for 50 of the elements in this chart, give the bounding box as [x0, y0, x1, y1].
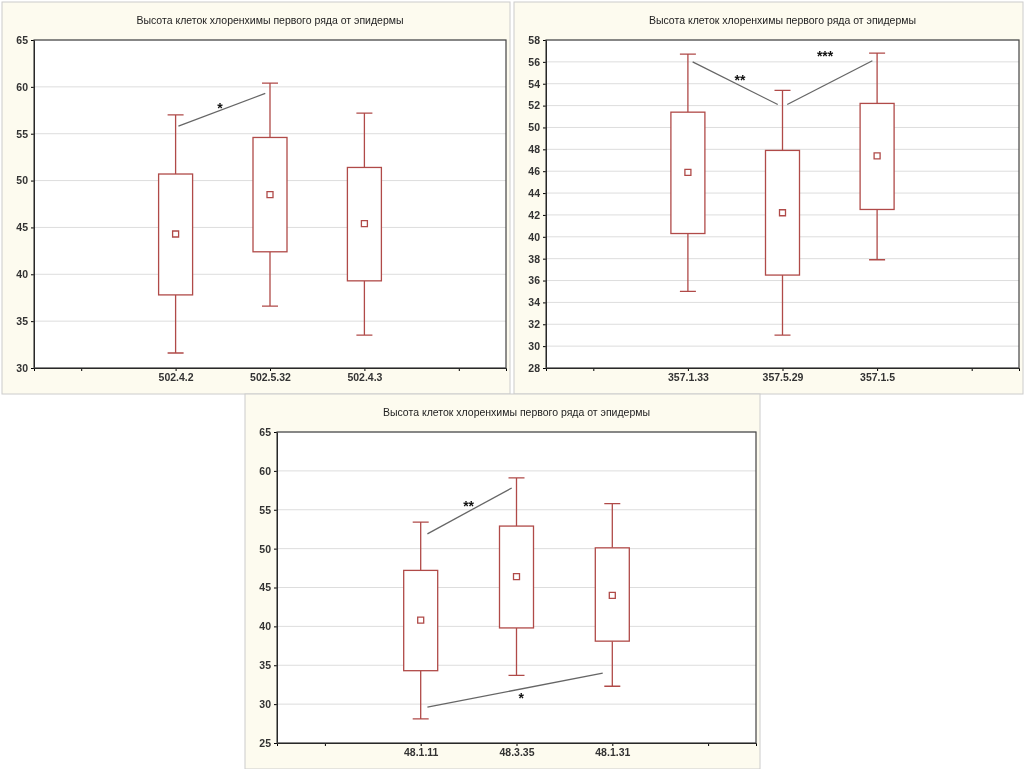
annotation: *** [816, 48, 834, 65]
y-tick-label: 34 [528, 296, 541, 309]
annotation: ** [463, 498, 475, 515]
y-tick-label: 40 [528, 230, 541, 243]
y-tick-label: 58 [528, 33, 541, 46]
y-tick-label: 36 [528, 274, 541, 287]
y-tick-label: 40 [259, 620, 272, 633]
y-tick-label: 25 [259, 736, 272, 749]
x-tick-label: 357.1.33 [667, 371, 709, 384]
y-tick-label: 35 [16, 315, 29, 327]
y-tick-label: 30 [16, 361, 29, 374]
y-tick-label: 28 [528, 361, 541, 374]
y-tick-label: 40 [16, 268, 29, 281]
y-tick-label: 35 [259, 659, 272, 672]
y-tick-label: 60 [16, 80, 29, 93]
y-tick-label: 44 [528, 186, 541, 199]
y-tick-label: 55 [16, 127, 29, 140]
x-tick-label: 502.5.32 [250, 371, 292, 384]
y-tick-label: 60 [259, 464, 272, 477]
x-tick-label: 48.3.35 [499, 746, 535, 759]
y-tick-label: 50 [528, 121, 541, 134]
y-tick-label: 52 [528, 99, 541, 112]
x-tick-label: 357.1.5 [860, 371, 896, 384]
y-tick-label: 32 [528, 318, 541, 331]
y-tick-label: 48 [528, 143, 541, 156]
chart-title: Высота клеток хлоренхимы первого ряда от эпидермы [648, 14, 917, 26]
y-tick-label: 46 [528, 165, 541, 178]
x-tick-label: 357.5.29 [762, 371, 804, 384]
y-tick-label: 54 [528, 77, 541, 90]
y-tick-label: 45 [259, 581, 272, 594]
x-tick-label: 502.4.3 [347, 371, 383, 384]
x-tick-label: 48.1.31 [595, 746, 631, 759]
y-tick-label: 65 [259, 425, 272, 438]
y-tick-label: 42 [528, 208, 541, 221]
y-tick-label: 65 [16, 33, 29, 46]
annotation: ** [734, 72, 746, 89]
x-tick-label: 48.1.11 [403, 746, 439, 759]
y-tick-label: 50 [259, 542, 272, 555]
y-tick-label: 50 [16, 174, 29, 187]
annotation: * [518, 690, 525, 707]
y-tick-label: 56 [528, 55, 541, 68]
y-tick-label: 55 [259, 503, 272, 516]
chart-title: Высота клеток хлоренхимы первого ряда от эпидермы [382, 406, 651, 418]
y-tick-label: 30 [528, 339, 541, 352]
x-tick-label: 502.4.2 [158, 371, 194, 384]
y-tick-label: 38 [528, 252, 541, 265]
y-tick-label: 30 [259, 697, 272, 710]
annotation: * [217, 99, 224, 116]
y-tick-label: 45 [16, 221, 29, 234]
chart-title: Высота клеток хлоренхимы первого ряда от эпидермы [136, 14, 404, 26]
